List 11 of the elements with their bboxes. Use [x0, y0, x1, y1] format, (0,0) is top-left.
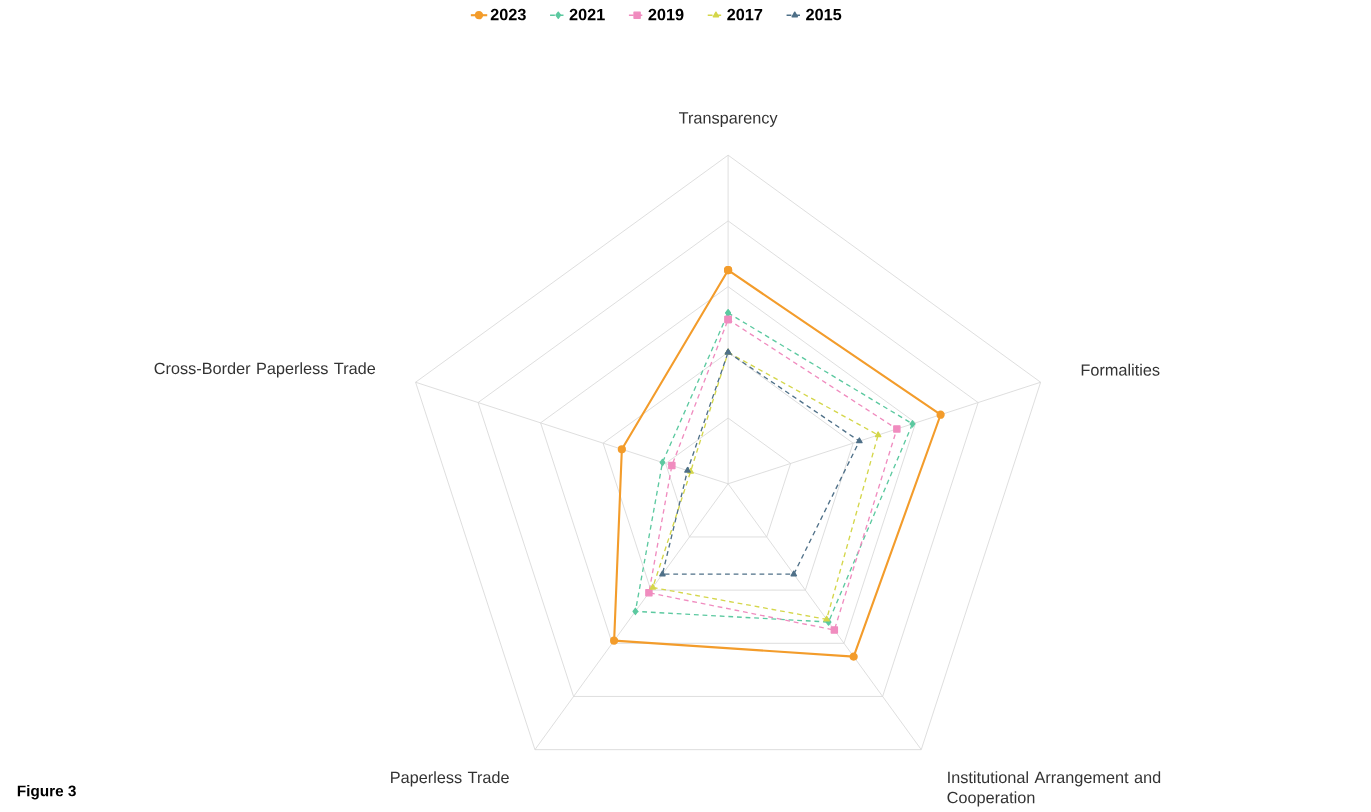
legend-label: 2015 [806, 8, 842, 21]
spoke-label: Formalities [1081, 363, 1160, 376]
legend-label: 2023 [490, 8, 526, 21]
legend-label: 2017 [727, 8, 763, 21]
spoke-label: Transparency [678, 112, 778, 127]
spoke-label: Institutional Arrangement and Cooperation [947, 771, 1161, 807]
caption: Figure 3 [17, 784, 76, 800]
legend-label: 2021 [569, 8, 605, 21]
spoke-label: Paperless Trade [391, 771, 509, 787]
spoke-label: Cross-Border Paperless Trade [154, 362, 376, 378]
legend-label: 2019 [648, 8, 684, 21]
